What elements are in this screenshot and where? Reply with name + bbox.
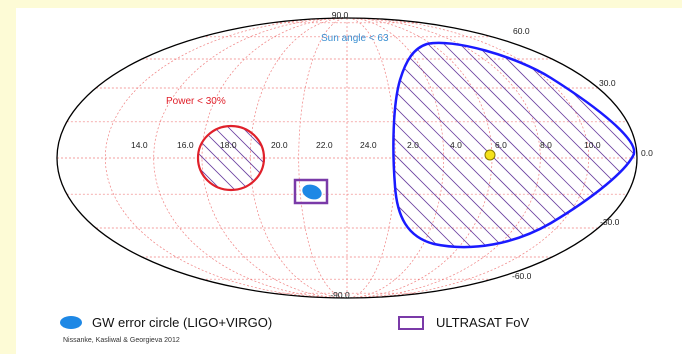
- legend-gw: GW error circle (LIGO+VIRGO): [60, 315, 272, 330]
- hatch-line: [393, 42, 547, 248]
- hatch-line: [393, 42, 467, 248]
- ra-label: 10.0: [584, 140, 601, 150]
- hatch-line: [393, 42, 563, 248]
- lat-label-0: 0.0: [641, 148, 653, 158]
- fov-box-icon: [398, 315, 424, 330]
- sun-position-marker: [484, 149, 496, 161]
- hatch-line: [393, 42, 531, 248]
- sun-angle-label: Sun angle < 63: [321, 33, 389, 44]
- gw-ellipse-icon: [60, 316, 82, 329]
- hatch-line: [448, 42, 635, 248]
- legend-fov-label: ULTRASAT FoV: [436, 315, 530, 330]
- grid-meridian: [153, 17, 541, 299]
- power-label: Power < 30%: [166, 96, 226, 107]
- hatch-line: [608, 42, 635, 248]
- lat-label-minus30: -30.0: [600, 217, 620, 227]
- hatch-line: [198, 126, 253, 190]
- ra-label: 22.0: [316, 140, 333, 150]
- ra-labels: 14.0 16.0 18.0 20.0 22.0 24.0 2.0 4.0 6.…: [131, 140, 601, 150]
- legend-fov: ULTRASAT FoV: [398, 315, 529, 330]
- hatch-line: [198, 126, 225, 190]
- hatch-line: [393, 42, 499, 248]
- hatch-line: [237, 126, 264, 190]
- hatch-line: [393, 42, 579, 248]
- hatch-line: [641, 33, 682, 258]
- legend-gw-label: GW error circle (LIGO+VIRGO): [92, 315, 273, 330]
- ra-label: 4.0: [450, 140, 462, 150]
- sky-map-panel: 90.0 -90.0 60.0 30.0 0.0 -30.0 -60.0 14.…: [16, 8, 682, 354]
- hatch-line: [496, 42, 635, 248]
- gw-error-circle: [302, 184, 322, 200]
- lat-label-60: 60.0: [513, 26, 530, 36]
- ra-label: 14.0: [131, 140, 148, 150]
- lat-label-minus60: -60.0: [512, 271, 532, 281]
- sky-map-svg: 90.0 -90.0 60.0 30.0 0.0 -30.0 -60.0 14.…: [56, 10, 682, 300]
- sky-boundary: [56, 17, 638, 299]
- power-region: [196, 124, 266, 192]
- hatch-line: [223, 126, 264, 190]
- hatch-line: [209, 126, 264, 190]
- ra-label: 8.0: [540, 140, 552, 150]
- ra-label: 6.0: [495, 140, 507, 150]
- lat-label-bottom: -90.0: [330, 290, 350, 300]
- hatch-line: [198, 126, 239, 190]
- citation: Nissanke, Kasliwal & Georgieva 2012: [63, 337, 180, 344]
- power-hatch: [198, 126, 264, 190]
- ra-label: 18.0: [220, 140, 237, 150]
- ra-label: 24.0: [360, 140, 377, 150]
- hatch-line: [464, 42, 635, 248]
- lat-label-30: 30.0: [599, 78, 616, 88]
- hatch-line: [393, 42, 483, 248]
- hatch-line: [560, 42, 635, 248]
- hatch-line: [480, 42, 635, 248]
- ultrasat-fov-box: [293, 178, 329, 205]
- ra-label: 20.0: [271, 140, 288, 150]
- hatch-line: [393, 42, 515, 248]
- ra-label: 16.0: [177, 140, 194, 150]
- hatch-line: [393, 42, 451, 248]
- sun-exclusion-region: [392, 41, 636, 249]
- lat-label-top: 90.0: [332, 10, 349, 20]
- projection-grid: [56, 17, 638, 299]
- ra-label: 2.0: [407, 140, 419, 150]
